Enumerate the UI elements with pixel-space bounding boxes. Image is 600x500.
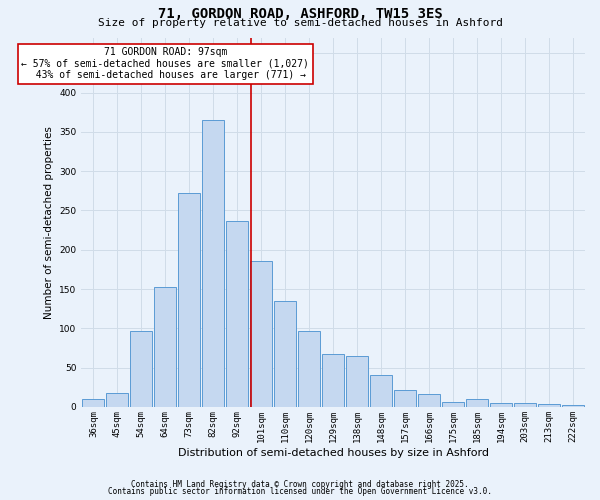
Bar	[178, 193, 200, 407]
X-axis label: Distribution of semi-detached houses by size in Ashford: Distribution of semi-detached houses by …	[178, 448, 489, 458]
Bar	[154, 288, 176, 407]
Bar	[346, 356, 368, 407]
Text: Contains public sector information licensed under the Open Government Licence v3: Contains public sector information licen…	[108, 487, 492, 496]
Bar	[82, 399, 104, 407]
Bar	[490, 403, 512, 407]
Bar	[274, 301, 296, 407]
Text: Size of property relative to semi-detached houses in Ashford: Size of property relative to semi-detach…	[97, 18, 503, 28]
Bar	[538, 404, 560, 407]
Text: Contains HM Land Registry data © Crown copyright and database right 2025.: Contains HM Land Registry data © Crown c…	[131, 480, 469, 489]
Y-axis label: Number of semi-detached properties: Number of semi-detached properties	[44, 126, 54, 318]
Bar	[322, 354, 344, 407]
Bar	[298, 332, 320, 407]
Bar	[514, 403, 536, 407]
Text: 71 GORDON ROAD: 97sqm
← 57% of semi-detached houses are smaller (1,027)
  43% of: 71 GORDON ROAD: 97sqm ← 57% of semi-deta…	[22, 47, 310, 80]
Bar	[106, 393, 128, 407]
Bar	[226, 220, 248, 407]
Bar	[370, 376, 392, 407]
Bar	[562, 404, 584, 407]
Bar	[394, 390, 416, 407]
Bar	[130, 332, 152, 407]
Bar	[442, 402, 464, 407]
Bar	[250, 260, 272, 407]
Bar	[418, 394, 440, 407]
Text: 71, GORDON ROAD, ASHFORD, TW15 3ES: 71, GORDON ROAD, ASHFORD, TW15 3ES	[158, 8, 442, 22]
Bar	[466, 399, 488, 407]
Bar	[202, 120, 224, 407]
